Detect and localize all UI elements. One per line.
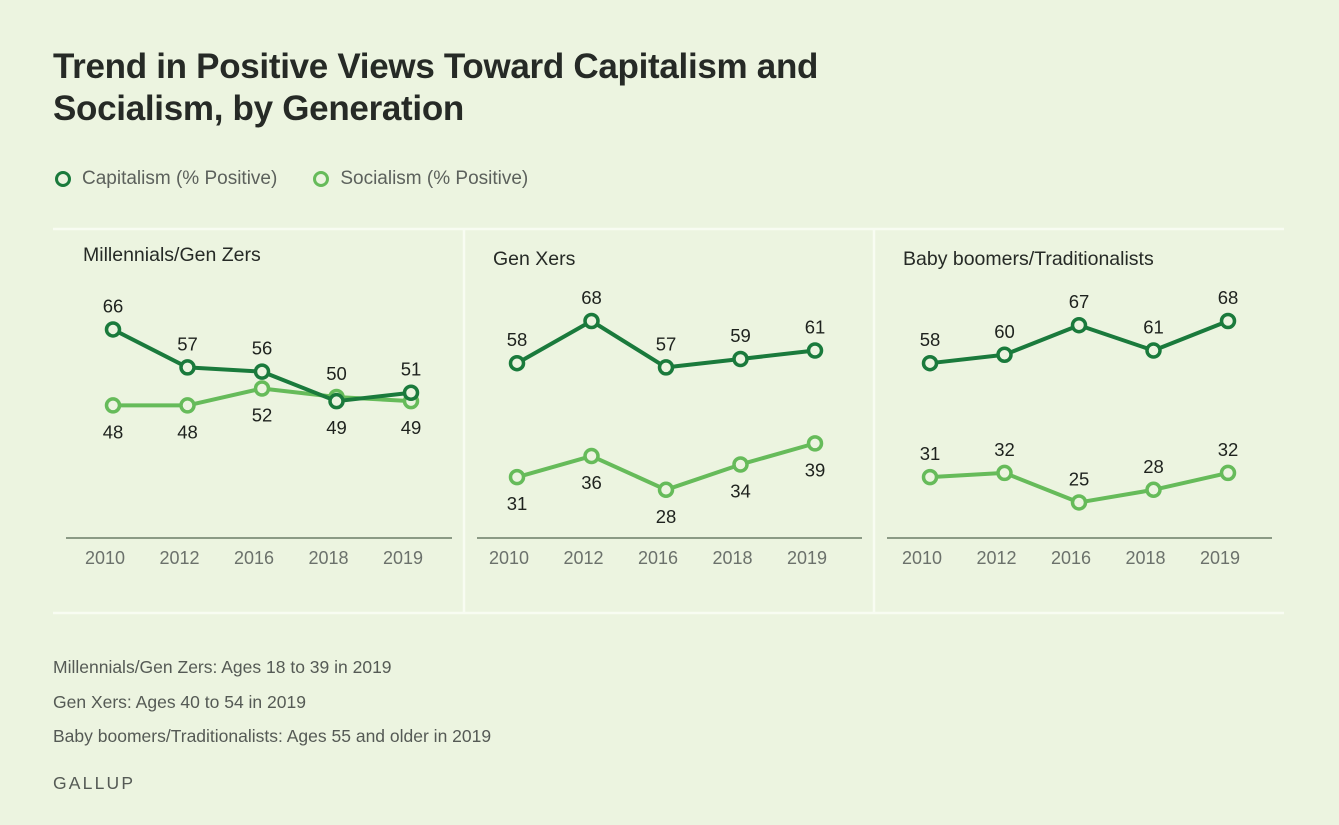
legend-item-capitalism: Capitalism (% Positive): [55, 168, 277, 190]
socialism-point: [1070, 494, 1088, 511]
capitalism-point: [657, 359, 675, 376]
socialism-point: [508, 468, 526, 486]
capitalism-data-label: 59: [730, 325, 751, 346]
socialism-point: [1145, 481, 1162, 499]
capitalism-data-label: 58: [507, 329, 528, 350]
x-tick-label: 2018: [712, 548, 752, 568]
panel-title: Gen Xers: [493, 248, 576, 270]
capitalism-point: [328, 392, 345, 410]
socialism-data-label: 31: [507, 493, 528, 514]
x-tick-label: 2010: [85, 548, 125, 568]
socialism-data-label: 34: [730, 480, 751, 501]
capitalism-marker-icon: [55, 171, 71, 187]
socialism-data-label: 50: [326, 363, 347, 384]
x-tick-label: 2016: [1051, 548, 1091, 568]
capitalism-data-label: 60: [994, 321, 1015, 342]
capitalism-point: [253, 363, 271, 380]
socialism-point: [806, 435, 824, 452]
x-tick-label: 2019: [383, 548, 423, 568]
panel-title: Baby boomers/Traditionalists: [903, 248, 1154, 270]
capitalism-data-label: 61: [805, 317, 826, 338]
notes: Millennials/Gen Zers: Ages 18 to 39 in 2…: [53, 650, 491, 754]
x-tick-label: 2012: [976, 548, 1016, 568]
socialism-point: [583, 447, 600, 465]
capitalism-point: [104, 321, 122, 338]
source-gallup: GALLUP: [53, 773, 136, 793]
socialism-point: [1219, 464, 1237, 482]
socialism-data-label: 52: [252, 405, 273, 426]
socialism-data-label: 28: [656, 506, 677, 527]
x-tick-label: 2010: [489, 548, 529, 568]
x-tick-label: 2012: [159, 548, 199, 568]
chart-title: Trend in Positive Views Toward Capitalis…: [53, 47, 819, 128]
capitalism-data-label: 57: [177, 333, 198, 354]
capitalism-data-label: 58: [920, 329, 941, 350]
capitalism-point: [806, 342, 824, 359]
x-tick-label: 2019: [1200, 548, 1240, 568]
capitalism-point: [1070, 316, 1088, 334]
capitalism-point: [732, 350, 749, 368]
capitalism-data-label: 68: [1218, 287, 1239, 308]
legend-label-socialism: Socialism (% Positive): [340, 168, 529, 189]
socialism-point: [253, 380, 271, 397]
capitalism-point: [402, 384, 420, 401]
capitalism-point: [179, 359, 196, 376]
socialism-point: [996, 464, 1013, 482]
x-tick-label: 2016: [234, 548, 274, 568]
socialism-data-label: 31: [920, 443, 941, 464]
capitalism-data-label: 51: [401, 359, 422, 380]
panel-title: Millennials/Gen Zers: [83, 244, 261, 266]
x-tick-label: 2018: [1125, 548, 1165, 568]
x-tick-label: 2019: [787, 548, 827, 568]
x-tick-label: 2010: [902, 548, 942, 568]
socialism-data-label: 48: [103, 421, 124, 442]
legend-item-socialism: Socialism (% Positive): [313, 168, 528, 190]
capitalism-data-label: 56: [252, 338, 273, 359]
socialism-point: [732, 456, 749, 473]
capitalism-point: [583, 312, 600, 330]
note-millennials: Millennials/Gen Zers: Ages 18 to 39 in 2…: [53, 657, 392, 677]
legend: Capitalism (% Positive) Socialism (% Pos…: [55, 168, 564, 190]
socialism-marker-icon: [313, 171, 330, 187]
capitalism-data-label: 67: [1069, 291, 1090, 312]
socialism-data-label: 39: [805, 459, 826, 480]
x-tick-label: 2016: [638, 548, 678, 568]
socialism-data-label: 49: [401, 417, 422, 438]
capitalism-data-label: 68: [581, 287, 602, 308]
socialism-data-label: 25: [1069, 468, 1090, 489]
socialism-data-label: 28: [1143, 456, 1164, 477]
x-tick-label: 2018: [308, 548, 348, 568]
capitalism-point: [1219, 312, 1237, 330]
socialism-data-label: 36: [581, 472, 602, 493]
capitalism-point: [1145, 342, 1162, 359]
note-boomers: Baby boomers/Traditionalists: Ages 55 an…: [53, 726, 492, 746]
note-genx: Gen Xers: Ages 40 to 54 in 2019: [53, 691, 306, 712]
capitalism-data-label: 49: [326, 417, 347, 438]
socialism-point: [179, 397, 196, 414]
legend-label-capitalism: Capitalism (% Positive): [82, 168, 278, 189]
socialism-point: [104, 397, 122, 414]
socialism-point: [657, 481, 675, 499]
socialism-data-label: 32: [994, 439, 1015, 460]
capitalism-point: [996, 346, 1013, 364]
capitalism-point: [921, 354, 939, 372]
x-tick-label: 2012: [563, 548, 603, 568]
capitalism-point: [508, 354, 526, 372]
capitalism-data-label: 57: [656, 333, 677, 354]
capitalism-data-label: 66: [103, 295, 124, 316]
socialism-data-label: 48: [177, 421, 198, 442]
capitalism-data-label: 61: [1143, 317, 1164, 338]
socialism-point: [921, 468, 939, 486]
socialism-data-label: 32: [1218, 439, 1239, 460]
